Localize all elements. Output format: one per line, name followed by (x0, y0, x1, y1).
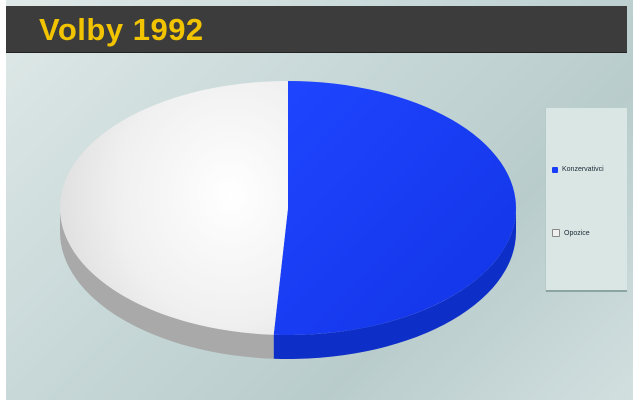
legend-swatch-gray (552, 229, 560, 237)
pie-chart-svg (60, 81, 517, 359)
slide-edge (0, 0, 6, 400)
legend-swatch-blue (552, 166, 558, 173)
slide-title: Volby 1992 (39, 12, 204, 47)
title-bar: Volby 1992 (6, 6, 627, 53)
legend-label: Opozice (564, 229, 590, 237)
pie-chart (6, 52, 627, 400)
pie-slice-side-opozice (60, 208, 274, 359)
pie-slice-konzervativci (273, 81, 517, 335)
legend-label: Konzervativci (562, 166, 604, 173)
pie-slice-side-konzervativci (273, 208, 516, 359)
legend-item-konzervativci: Konzervativci (552, 166, 604, 173)
legend-item-opozice: Opozice (552, 229, 590, 237)
chart-legend: Konzervativci Opozice (546, 108, 627, 292)
pie-slice-opozice (60, 81, 289, 335)
